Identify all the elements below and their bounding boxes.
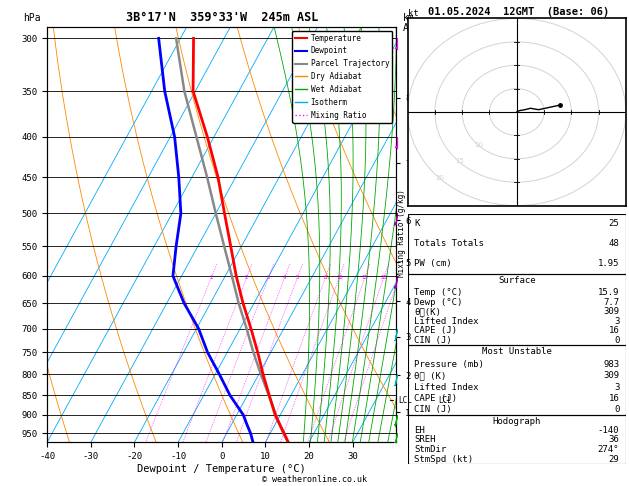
Bar [408,214,626,274]
Text: CAPE (J): CAPE (J) [414,394,457,403]
Text: CAPE (J): CAPE (J) [414,327,457,335]
Text: 16: 16 [608,394,620,403]
Text: 7.7: 7.7 [603,297,620,307]
Text: 309: 309 [603,371,620,381]
Text: km: km [403,13,415,22]
Text: 01.05.2024  12GMT  (Base: 06): 01.05.2024 12GMT (Base: 06) [428,7,610,17]
Text: Temp (°C): Temp (°C) [414,288,462,297]
Text: 15.9: 15.9 [598,288,620,297]
Text: Dewp (°C): Dewp (°C) [414,297,462,307]
Text: -140: -140 [598,426,620,434]
Text: 20: 20 [436,174,445,180]
Text: 3: 3 [614,382,620,392]
Text: 309: 309 [603,307,620,316]
Text: 3: 3 [267,275,270,280]
Text: 10: 10 [336,275,342,280]
Text: 25: 25 [608,219,620,228]
Text: EH: EH [414,426,425,434]
Text: 1: 1 [209,275,213,280]
Text: 48: 48 [608,240,620,248]
Text: LCL: LCL [438,396,452,405]
Text: CIN (J): CIN (J) [414,405,452,414]
Text: SREH: SREH [414,435,436,444]
Title: 3B°17'N  359°33'W  245m ASL: 3B°17'N 359°33'W 245m ASL [126,11,318,24]
Text: 15: 15 [455,158,464,164]
Text: 29: 29 [608,455,620,464]
Text: 5: 5 [296,275,299,280]
Text: Lifted Index: Lifted Index [414,382,479,392]
Bar [408,274,626,345]
Text: 274°: 274° [598,445,620,454]
Text: Surface: Surface [498,276,535,285]
Text: CIN (J): CIN (J) [414,336,452,345]
Bar [408,416,626,464]
Text: Totals Totals: Totals Totals [414,240,484,248]
Text: StmDir: StmDir [414,445,447,454]
Text: 25: 25 [396,275,402,280]
Text: Mixing Ratio (g/kg): Mixing Ratio (g/kg) [397,190,406,277]
Text: 0: 0 [614,405,620,414]
Text: 4: 4 [283,275,286,280]
Text: 2: 2 [245,275,248,280]
Text: 15: 15 [362,275,368,280]
Text: Lifted Index: Lifted Index [414,317,479,326]
Text: kt: kt [408,9,418,18]
Text: PW (cm): PW (cm) [414,260,452,268]
Legend: Temperature, Dewpoint, Parcel Trajectory, Dry Adiabat, Wet Adiabat, Isotherm, Mi: Temperature, Dewpoint, Parcel Trajectory… [292,31,392,122]
Text: 16: 16 [608,327,620,335]
Text: Hodograph: Hodograph [493,417,541,426]
Text: StmSpd (kt): StmSpd (kt) [414,455,473,464]
Text: 3: 3 [614,317,620,326]
Text: ASL: ASL [403,23,421,33]
Text: 1.95: 1.95 [598,260,620,268]
Text: K: K [414,219,420,228]
Text: 8: 8 [324,275,327,280]
Text: Pressure (mb): Pressure (mb) [414,360,484,369]
Text: θᴄ (K): θᴄ (K) [414,371,447,381]
Text: hPa: hPa [23,13,40,22]
Bar [408,345,626,416]
Text: Most Unstable: Most Unstable [482,347,552,356]
Text: 0: 0 [614,336,620,345]
X-axis label: Dewpoint / Temperature (°C): Dewpoint / Temperature (°C) [137,464,306,474]
Text: 10: 10 [474,142,483,148]
Text: θᴄ(K): θᴄ(K) [414,307,441,316]
Text: 983: 983 [603,360,620,369]
Text: © weatheronline.co.uk: © weatheronline.co.uk [262,474,367,484]
Text: 20: 20 [381,275,387,280]
Text: LCL: LCL [398,396,412,405]
Text: 36: 36 [608,435,620,444]
